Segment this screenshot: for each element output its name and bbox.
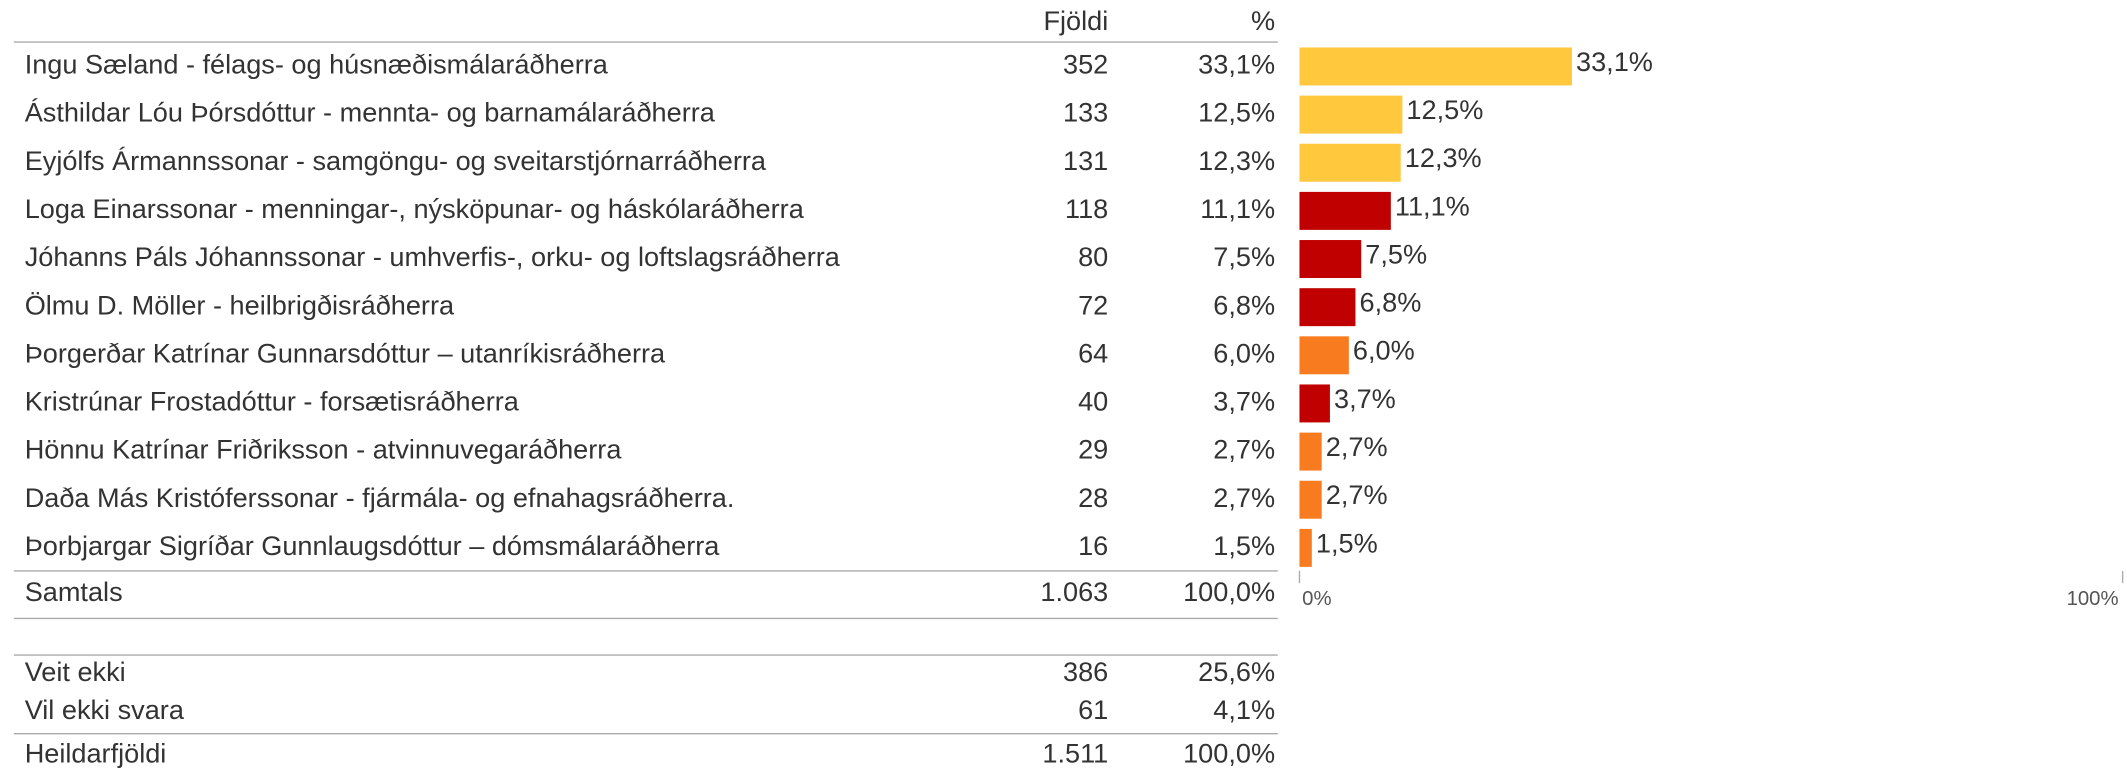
count: 80 (1078, 241, 1108, 272)
other-cell: Vil ekki svara (25, 694, 185, 725)
bar-label: 33,1% (1576, 46, 1653, 77)
count: 72 (1078, 289, 1108, 320)
percent: 2,7% (1213, 482, 1275, 513)
bar (1299, 528, 1312, 567)
count: 131 (1063, 145, 1108, 176)
other-cell: 100,0% (1183, 738, 1275, 769)
total-cell: 100,0% (1183, 576, 1275, 607)
row-label: Loga Einarssonar - menningar-, nýsköpuna… (25, 193, 805, 224)
bar-label: 1,5% (1316, 527, 1378, 558)
bar (1299, 480, 1322, 519)
total-cell: Samtals (25, 576, 123, 607)
percent: 3,7% (1213, 386, 1275, 417)
bar-label: 7,5% (1365, 238, 1427, 269)
bar-label: 11,1% (1395, 190, 1470, 221)
row-label: Jóhanns Páls Jóhannssonar - umhverfis-, … (25, 241, 841, 272)
row-label: Daða Más Kristóferssonar - fjármála- og … (25, 482, 735, 513)
total-cell: 1.063 (1040, 576, 1108, 607)
row-label: Þorbjargar Sigríðar Gunnlaugsdóttur – dó… (25, 530, 721, 561)
other-cell: 25,6% (1198, 656, 1275, 687)
row-label: Eyjólfs Ármannssonar - samgöngu- og svei… (25, 145, 767, 176)
count: 118 (1065, 193, 1108, 224)
bar (1299, 191, 1391, 230)
percent: 11,1% (1200, 193, 1275, 224)
count: 40 (1078, 386, 1108, 417)
percent: 2,7% (1213, 434, 1275, 465)
bar-label: 3,7% (1334, 383, 1396, 414)
bar (1299, 240, 1362, 279)
percent: 33,1% (1198, 49, 1275, 80)
percent: 12,3% (1198, 145, 1275, 176)
bar-label: 12,5% (1406, 94, 1483, 125)
count: 29 (1078, 434, 1108, 465)
row-label: Ingu Sæland - félags- og húsnæðismálaráð… (25, 49, 609, 80)
percent: 6,8% (1213, 289, 1275, 320)
bar-label: 6,8% (1360, 287, 1422, 318)
bar (1299, 336, 1349, 375)
bar (1299, 288, 1356, 327)
column-header: Fjöldi (1043, 5, 1108, 36)
bar (1299, 432, 1322, 471)
bar (1299, 95, 1403, 134)
bar (1299, 47, 1572, 86)
percent: 12,5% (1198, 97, 1275, 128)
bar (1299, 384, 1330, 423)
bar-label: 12,3% (1405, 142, 1482, 173)
bar-label: 2,7% (1326, 479, 1388, 510)
row-label: Þorgerðar Katrínar Gunnarsdóttur – utanr… (25, 337, 666, 368)
bar (1299, 143, 1401, 182)
x-tick-label: 0% (1302, 588, 1331, 610)
other-cell: Veit ekki (25, 656, 126, 687)
percent: 6,0% (1213, 337, 1275, 368)
bar-label: 6,0% (1353, 335, 1415, 366)
other-cell: 386 (1063, 656, 1108, 687)
row-label: Ölmu D. Möller - heilbrigðisráðherra (25, 289, 455, 320)
other-cell: 1.511 (1042, 738, 1108, 769)
other-cell: Heildarfjöldi (25, 738, 167, 769)
count: 64 (1078, 337, 1108, 368)
other-cell: 61 (1078, 694, 1108, 725)
bar-label: 2,7% (1326, 431, 1388, 462)
row-label: Hönnu Katrínar Friðriksson - atvinnuvega… (25, 434, 623, 465)
count: 16 (1078, 530, 1108, 561)
row-label: Ásthildar Lóu Þórsdóttur - mennta- og ba… (25, 97, 716, 128)
x-tick-label: 100% (2067, 588, 2119, 610)
column-header: % (1251, 5, 1275, 36)
count: 133 (1063, 97, 1108, 128)
percent: 7,5% (1213, 241, 1275, 272)
count: 352 (1063, 49, 1108, 80)
row-label: Kristrúnar Frostadóttur - forsætisráðher… (25, 386, 520, 417)
other-cell: 4,1% (1213, 694, 1275, 725)
count: 28 (1078, 482, 1108, 513)
percent: 1,5% (1213, 530, 1275, 561)
